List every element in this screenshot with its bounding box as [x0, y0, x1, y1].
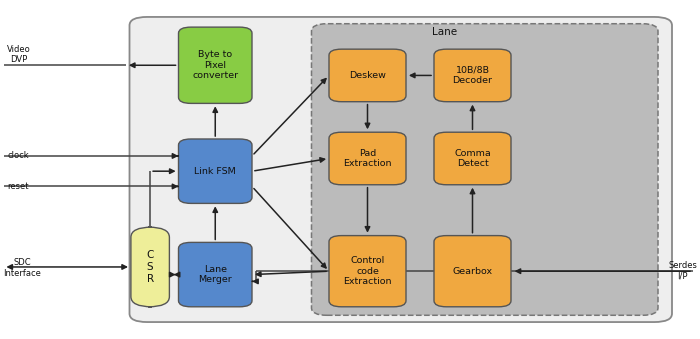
Text: clock: clock	[7, 152, 29, 160]
Text: Control
code
Extraction: Control code Extraction	[343, 256, 392, 286]
Text: Deskew: Deskew	[349, 71, 386, 80]
Text: Byte to
Pixel
converter: Byte to Pixel converter	[193, 51, 238, 80]
Text: reset: reset	[7, 182, 29, 191]
FancyBboxPatch shape	[434, 132, 511, 185]
Text: Gearbox: Gearbox	[452, 267, 493, 276]
Text: Serdes
I/P: Serdes I/P	[668, 261, 697, 281]
Text: SDC
Interface: SDC Interface	[4, 258, 41, 278]
FancyBboxPatch shape	[434, 236, 511, 307]
Text: Pad
Extraction: Pad Extraction	[343, 149, 392, 168]
Text: Video
DVP: Video DVP	[7, 44, 31, 64]
FancyBboxPatch shape	[329, 132, 406, 185]
FancyBboxPatch shape	[178, 27, 252, 103]
Text: Comma
Detect: Comma Detect	[454, 149, 491, 168]
FancyBboxPatch shape	[434, 49, 511, 102]
Text: Lane
Merger: Lane Merger	[198, 265, 232, 284]
FancyBboxPatch shape	[329, 236, 406, 307]
FancyBboxPatch shape	[312, 24, 658, 315]
Text: Link FSM: Link FSM	[195, 167, 236, 176]
FancyBboxPatch shape	[178, 139, 252, 203]
FancyBboxPatch shape	[329, 49, 406, 102]
Text: 10B/8B
Decoder: 10B/8B Decoder	[452, 66, 493, 85]
Text: C
S
R: C S R	[146, 251, 154, 283]
FancyBboxPatch shape	[178, 242, 252, 307]
FancyBboxPatch shape	[130, 17, 672, 322]
FancyBboxPatch shape	[131, 227, 169, 307]
Text: Lane: Lane	[432, 27, 457, 37]
